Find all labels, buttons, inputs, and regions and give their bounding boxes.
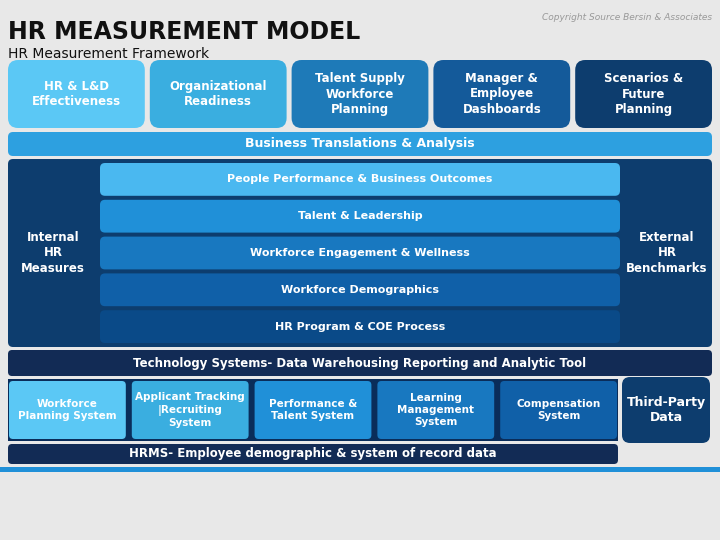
Text: Performance &
Talent System: Performance & Talent System [269,399,357,421]
Text: Manager &
Employee
Dashboards: Manager & Employee Dashboards [462,72,541,116]
FancyBboxPatch shape [500,381,617,439]
FancyBboxPatch shape [292,60,428,128]
Text: HR MEASUREMENT MODEL: HR MEASUREMENT MODEL [8,20,360,44]
Text: Workforce Demographics: Workforce Demographics [281,285,439,295]
Text: HR Measurement Framework: HR Measurement Framework [8,47,209,61]
Text: Talent Supply
Workforce
Planning: Talent Supply Workforce Planning [315,72,405,116]
FancyBboxPatch shape [575,60,712,128]
FancyBboxPatch shape [12,163,94,343]
Bar [0,467,720,472]
FancyBboxPatch shape [9,381,126,439]
FancyBboxPatch shape [622,377,710,443]
Text: HR Program & COE Process: HR Program & COE Process [275,322,445,332]
FancyBboxPatch shape [8,159,712,347]
FancyBboxPatch shape [150,60,287,128]
Text: Internal
HR
Measures: Internal HR Measures [21,231,85,275]
FancyBboxPatch shape [8,350,712,376]
Text: Copyright Source Bersin & Associates: Copyright Source Bersin & Associates [542,14,712,23]
FancyBboxPatch shape [8,60,145,128]
Text: People Performance & Business Outcomes: People Performance & Business Outcomes [228,174,492,184]
FancyBboxPatch shape [377,381,494,439]
FancyBboxPatch shape [100,237,620,269]
Text: HR & L&D
Effectiveness: HR & L&D Effectiveness [32,80,121,108]
Text: Workforce Engagement & Wellness: Workforce Engagement & Wellness [250,248,470,258]
Bar [8,379,618,441]
Text: Applicant Tracking
|Recruiting
System: Applicant Tracking |Recruiting System [135,393,245,428]
Text: External
HR
Benchmarks: External HR Benchmarks [626,231,708,275]
Text: Organizational
Readiness: Organizational Readiness [169,80,267,108]
Text: Compensation
System: Compensation System [516,399,600,421]
Text: Workforce
Planning System: Workforce Planning System [18,399,117,421]
Text: HRMS- Employee demographic & system of record data: HRMS- Employee demographic & system of r… [129,448,497,461]
Text: Talent & Leadership: Talent & Leadership [297,211,423,221]
FancyBboxPatch shape [8,132,712,156]
Text: Scenarios &
Future
Planning: Scenarios & Future Planning [604,72,683,116]
Text: Technology Systems- Data Warehousing Reporting and Analytic Tool: Technology Systems- Data Warehousing Rep… [133,356,587,369]
Text: Third-Party
Data: Third-Party Data [626,396,706,424]
FancyBboxPatch shape [100,273,620,306]
FancyBboxPatch shape [626,163,708,343]
Text: Learning
Management
System: Learning Management System [397,393,474,427]
FancyBboxPatch shape [433,60,570,128]
FancyBboxPatch shape [100,310,620,343]
FancyBboxPatch shape [8,444,618,464]
FancyBboxPatch shape [100,200,620,233]
FancyBboxPatch shape [132,381,248,439]
FancyBboxPatch shape [255,381,372,439]
FancyBboxPatch shape [100,163,620,196]
Text: Business Translations & Analysis: Business Translations & Analysis [246,138,474,151]
